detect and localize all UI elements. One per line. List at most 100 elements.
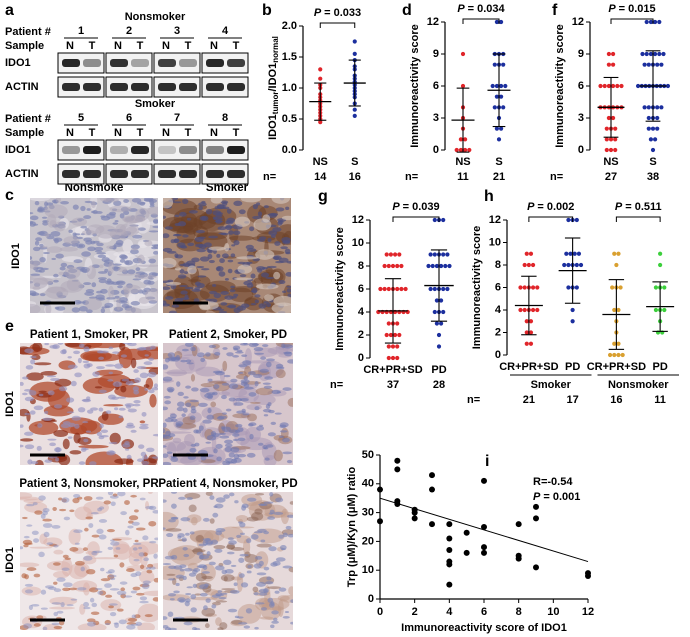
tissue-texture (24, 348, 34, 354)
n-count: 11 (457, 171, 469, 183)
p-value: P = 0.002 (527, 201, 574, 213)
tissue-texture (91, 602, 98, 608)
tissue-texture (219, 258, 225, 264)
n-label: n= (330, 379, 343, 391)
tissue-texture (170, 456, 179, 463)
tissue-texture (138, 444, 145, 449)
tissue-texture (288, 586, 293, 596)
blot-frame (57, 163, 105, 185)
micrograph (30, 198, 158, 313)
tissue-texture (177, 533, 185, 538)
data-point (644, 19, 649, 25)
tissue-texture (149, 394, 157, 408)
sample-label: N (66, 40, 74, 52)
tissue-texture (86, 569, 96, 575)
tissue-texture (103, 500, 112, 505)
y-tick-label: 20 (362, 535, 374, 547)
tissue-texture (195, 243, 205, 248)
tissue-texture (248, 423, 254, 427)
tissue-texture (167, 352, 176, 358)
micrograph (163, 198, 291, 313)
tissue-texture (256, 425, 265, 431)
tissue-texture (282, 532, 288, 538)
tissue-texture (132, 586, 141, 591)
tissue-texture (143, 557, 150, 562)
data-point (395, 286, 400, 292)
tissue-texture (50, 231, 61, 237)
tissue-texture (186, 290, 210, 301)
p-symbol: P (533, 491, 541, 503)
tissue-texture (24, 583, 34, 587)
y-tick-label: 3 (433, 112, 439, 124)
tissue-texture (284, 610, 290, 614)
tissue-texture (89, 597, 95, 603)
tissue-texture (144, 346, 153, 351)
tissue-texture (52, 506, 57, 511)
tissue-texture (163, 406, 169, 411)
tissue-texture (101, 411, 109, 421)
tissue-texture (191, 288, 201, 292)
tissue-texture (236, 305, 246, 311)
tissue-texture (183, 396, 189, 399)
tissue-texture (50, 377, 61, 382)
tissue-texture (208, 344, 217, 349)
tissue-texture (228, 397, 236, 402)
tissue-texture (188, 572, 197, 577)
tissue-texture (124, 500, 130, 505)
tissue-texture (119, 562, 125, 568)
tissue-texture (184, 433, 195, 447)
tissue-texture (153, 383, 158, 389)
tissue-texture (78, 444, 109, 449)
tissue-texture (142, 455, 149, 460)
tissue-texture (139, 425, 149, 430)
tissue-texture (276, 391, 282, 394)
data-point (611, 51, 616, 57)
tissue-texture (167, 611, 174, 617)
tissue-texture (213, 545, 226, 550)
tissue-texture (205, 598, 211, 603)
tissue-texture (170, 239, 176, 244)
tissue-texture (240, 582, 249, 588)
tissue-texture (47, 390, 55, 396)
tissue-texture (123, 595, 133, 598)
tissue-texture (279, 430, 288, 433)
tissue-texture (130, 429, 137, 433)
tissue-texture (236, 256, 259, 260)
tissue-texture (83, 282, 92, 286)
tissue-texture (35, 459, 44, 465)
blot-band (83, 59, 101, 67)
tissue-texture (185, 385, 191, 389)
blot-band (131, 170, 149, 178)
tissue-texture (290, 599, 293, 603)
tissue-texture (139, 600, 149, 604)
tissue-texture (55, 198, 62, 204)
tissue-texture (243, 343, 248, 345)
significance-bracket (392, 216, 440, 222)
tissue-texture (253, 218, 272, 231)
data-point (608, 137, 614, 142)
data-point (570, 319, 575, 324)
data-point (604, 147, 609, 153)
tissue-texture (53, 549, 64, 555)
tissue-texture (24, 431, 34, 436)
significance-bracket (528, 216, 574, 222)
tissue-texture (149, 540, 157, 544)
tissue-texture (173, 238, 180, 243)
p-symbol: P (527, 201, 535, 213)
tissue-texture (98, 356, 105, 360)
data-point (522, 262, 527, 268)
tissue-texture (23, 623, 33, 629)
tissue-texture (208, 290, 218, 295)
tissue-texture (95, 294, 105, 300)
tissue-texture (189, 531, 195, 535)
data-point (655, 126, 660, 131)
tissue-texture (237, 261, 246, 265)
tissue-texture (55, 457, 60, 462)
y-axis-label: Immunoreactivity score (409, 24, 421, 148)
tissue-texture (128, 515, 139, 521)
y-tick-label: 0 (433, 144, 439, 156)
blot-band (62, 83, 80, 91)
tissue-texture (275, 363, 284, 369)
tissue-texture (107, 394, 116, 400)
tissue-texture (140, 564, 145, 570)
